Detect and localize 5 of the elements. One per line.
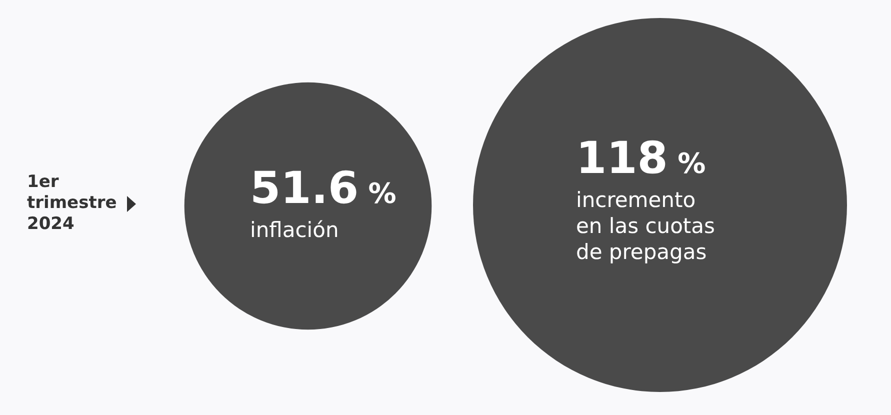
data-label: 51.6 %: [250, 163, 396, 214]
data-label: 118 %: [576, 133, 706, 184]
text: 1er trimestre 2024: [27, 172, 117, 235]
category-label: incremento en las cuotas de prepagas: [576, 188, 715, 264]
category-label: inflación: [250, 218, 339, 242]
